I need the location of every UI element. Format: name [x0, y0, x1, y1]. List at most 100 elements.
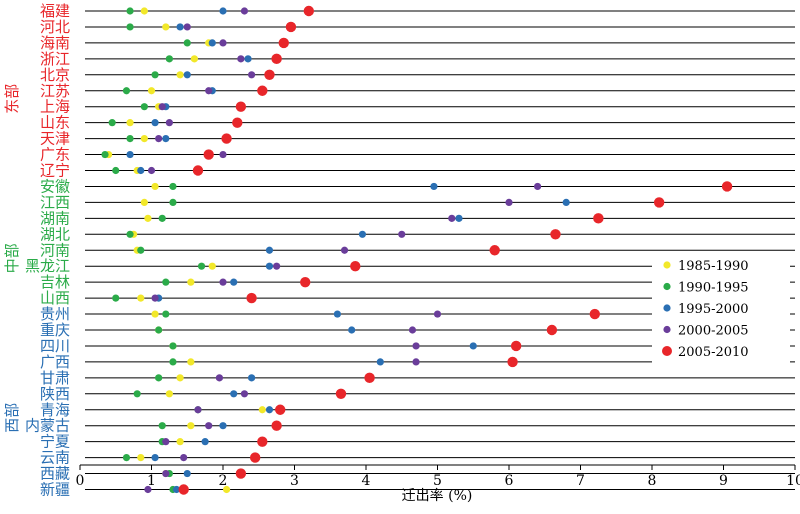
data-point — [178, 484, 189, 495]
data-point — [364, 372, 375, 384]
data-point — [155, 135, 163, 143]
data-point — [162, 469, 170, 478]
data-point — [219, 422, 227, 430]
province-label: 广西 — [40, 353, 70, 371]
x-axis-title: 迁出率 (%) — [402, 487, 473, 504]
data-point — [358, 230, 367, 238]
data-point — [187, 278, 195, 286]
data-point — [165, 55, 173, 63]
data-point — [126, 119, 134, 127]
data-point — [430, 182, 438, 191]
data-point — [232, 117, 243, 128]
legend-marker — [663, 304, 671, 312]
province-label: 北京 — [40, 66, 70, 84]
data-point — [376, 358, 384, 366]
data-point — [137, 246, 145, 254]
x-tick-label: 8 — [648, 473, 657, 489]
data-point — [192, 165, 204, 176]
data-point — [489, 245, 500, 256]
data-point — [140, 198, 148, 206]
data-point — [151, 119, 159, 127]
data-point — [271, 53, 282, 65]
data-point — [230, 278, 238, 286]
x-tick-label: 2 — [219, 473, 228, 489]
data-point — [257, 85, 268, 96]
data-point — [237, 55, 245, 63]
data-point — [248, 71, 256, 79]
data-point — [126, 23, 134, 31]
data-point — [246, 292, 257, 304]
data-point — [169, 198, 177, 206]
data-point — [176, 71, 184, 79]
province-label: 海南 — [40, 34, 70, 52]
data-point — [258, 406, 266, 414]
data-point — [271, 420, 282, 431]
data-point — [126, 135, 134, 143]
data-point — [165, 119, 173, 127]
province-label: 湖北 — [40, 225, 70, 243]
data-point — [180, 454, 188, 462]
data-point — [126, 7, 134, 15]
data-point — [235, 101, 247, 112]
data-point — [151, 182, 159, 191]
province-labels: 福建河北海南浙江北京江苏上海山东天津广东辽宁安徽江西湖南湖北河南黑龙江吉林山西贵… — [25, 2, 70, 499]
data-point — [350, 261, 361, 272]
data-point — [151, 71, 159, 79]
province-label: 宁夏 — [40, 433, 70, 451]
data-point — [235, 468, 247, 479]
x-tick-label: 5 — [433, 473, 442, 489]
data-point — [112, 294, 120, 302]
data-point — [122, 454, 131, 462]
province-label: 辽宁 — [40, 162, 70, 180]
data-point — [137, 166, 145, 175]
data-point — [194, 406, 202, 414]
data-point — [158, 214, 166, 222]
data-point — [335, 388, 347, 399]
province-label: 江西 — [40, 193, 70, 211]
data-point — [265, 406, 274, 414]
province-label: 内蒙古 — [25, 417, 70, 435]
data-point — [448, 214, 456, 222]
data-point — [190, 55, 198, 63]
data-point — [278, 37, 289, 49]
data-point — [222, 485, 231, 494]
data-point — [126, 230, 134, 238]
legend-marker — [662, 346, 672, 356]
province-label: 福建 — [40, 2, 70, 20]
x-axis: 0 1 2 3 4 5 6 7 8 9 10 — [76, 464, 800, 489]
data-point — [412, 358, 420, 366]
data-point — [137, 294, 145, 302]
x-tick-label: 9 — [719, 473, 728, 489]
x-tick-label: 6 — [505, 473, 514, 489]
data-point — [433, 310, 442, 318]
data-point — [183, 71, 191, 79]
province-label: 山西 — [40, 289, 70, 307]
province-label: 安徽 — [40, 177, 70, 195]
x-tick-label: 1 — [147, 473, 156, 489]
province-label: 山东 — [40, 114, 70, 132]
legend-entry: 2005-2010 — [678, 345, 749, 360]
data-point — [248, 374, 256, 382]
data-point — [219, 150, 227, 159]
data-point — [162, 310, 170, 318]
legend: 1985-1990 1990-1995 1995-2000 2000-2005 2005… — [652, 255, 790, 365]
data-point — [340, 246, 349, 254]
data-point — [348, 326, 356, 334]
data-point — [265, 262, 274, 270]
data-point — [507, 356, 518, 368]
province-label: 浙江 — [40, 50, 70, 68]
province-label: 新疆 — [40, 481, 70, 499]
data-point — [412, 342, 420, 350]
province-label: 吉林 — [40, 273, 70, 291]
data-point — [510, 340, 522, 352]
data-point — [505, 198, 513, 206]
data-point — [187, 358, 195, 366]
data-point — [219, 39, 227, 47]
data-point — [176, 23, 184, 31]
data-point — [187, 422, 195, 430]
province-label: 青海 — [40, 401, 70, 419]
data-point — [244, 55, 252, 63]
region-label: 东部 — [3, 84, 21, 114]
data-point — [172, 485, 181, 494]
province-label: 河南 — [40, 241, 70, 259]
